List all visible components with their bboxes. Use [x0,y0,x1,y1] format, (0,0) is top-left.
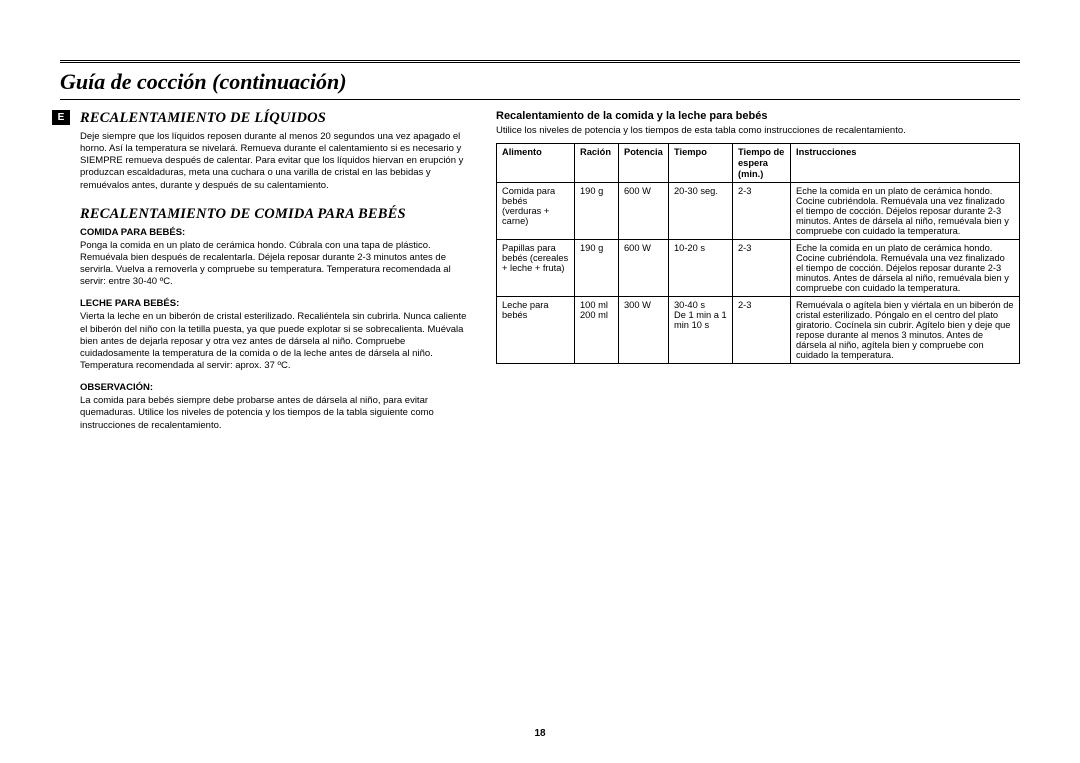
page-number: 18 [0,728,1080,739]
cell: 20-30 seg. [669,183,733,240]
right-intro: Utilice los niveles de potencia y los ti… [496,125,1020,137]
table-row: Leche para bebés 100 ml 200 ml 300 W 30-… [497,297,1020,364]
two-column-layout: E RECALENTAMIENTO DE LÍQUIDOS Deje siemp… [60,110,1020,442]
para-leche: Vierta la leche en un biberón de cristal… [80,311,470,372]
cell: Papillas para bebés (cereales + leche + … [497,240,575,297]
cell: Remuévala o agítela bien y viértala en u… [791,297,1020,364]
th-tiempo: Tiempo [669,144,733,183]
cell: 10-20 s [669,240,733,297]
cell: 600 W [619,183,669,240]
cell: 300 W [619,297,669,364]
th-potencia: Potencia [619,144,669,183]
cell: 190 g [575,240,619,297]
cell: Eche la comida en un plato de cerámica h… [791,183,1020,240]
baby-food-table: Alimento Ración Potencia Tiempo Tiempo d… [496,143,1020,364]
cell: 2-3 [733,297,791,364]
page-title: Guía de cocción (continuación) [60,67,1020,99]
cell: Comida para bebés (verduras + carne) [497,183,575,240]
sub-observacion: OBSERVACIÓN: [80,382,470,393]
title-underline [60,99,1020,100]
heading-bebes: RECALENTAMIENTO DE COMIDA PARA BEBÉS [80,206,470,223]
left-column: E RECALENTAMIENTO DE LÍQUIDOS Deje siemp… [60,110,470,442]
table-header-row: Alimento Ración Potencia Tiempo Tiempo d… [497,144,1020,183]
table-row: Comida para bebés (verduras + carne) 190… [497,183,1020,240]
language-badge: E [52,110,70,125]
top-rule [60,60,1020,63]
cell: 600 W [619,240,669,297]
cell: 30-40 s De 1 min a 1 min 10 s [669,297,733,364]
sub-leche: LECHE PARA BEBÉS: [80,298,470,309]
cell: Eche la comida en un plato de cerámica h… [791,240,1020,297]
heading-liquidos: RECALENTAMIENTO DE LÍQUIDOS [80,110,470,127]
sub-comida: COMIDA PARA BEBÉS: [80,227,470,238]
para-comida: Ponga la comida en un plato de cerámica … [80,240,470,289]
cell: 2-3 [733,183,791,240]
cell: Leche para bebés [497,297,575,364]
cell: 100 ml 200 ml [575,297,619,364]
th-alimento: Alimento [497,144,575,183]
right-column: Recalentamiento de la comida y la leche … [496,110,1020,442]
para-liquidos: Deje siempre que los líquidos reposen du… [80,131,470,192]
right-heading: Recalentamiento de la comida y la leche … [496,110,1020,122]
cell: 190 g [575,183,619,240]
th-racion: Ración [575,144,619,183]
cell: 2-3 [733,240,791,297]
table-row: Papillas para bebés (cereales + leche + … [497,240,1020,297]
para-observacion: La comida para bebés siempre debe probar… [80,395,470,431]
th-espera: Tiempo de espera (min.) [733,144,791,183]
th-instrucciones: Instrucciones [791,144,1020,183]
